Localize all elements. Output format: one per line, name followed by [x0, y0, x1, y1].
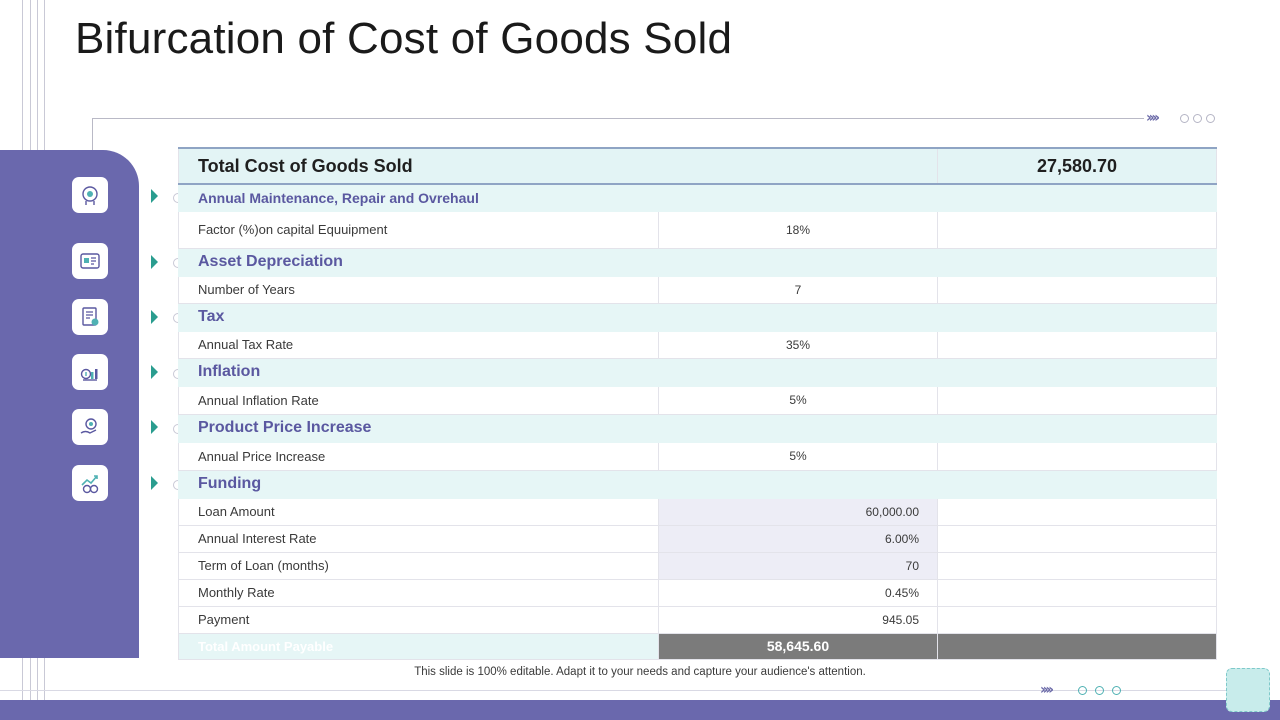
section-heading: Product Price Increase — [178, 413, 1217, 443]
row-empty — [937, 497, 1217, 526]
table-row: Factor (%)on capital Equuipment 18% — [178, 210, 1217, 249]
table-row: Number of Years 7 — [178, 275, 1217, 304]
invoice-icon — [72, 243, 108, 279]
hand-gear-icon — [72, 409, 108, 445]
dot-icon — [1193, 114, 1202, 123]
section-arrow-icon — [151, 255, 158, 269]
row-empty — [937, 578, 1217, 607]
table-row: Loan Amount 60,000.00 — [178, 497, 1217, 526]
total-label: Total Cost of Goods Sold — [178, 147, 938, 185]
row-value: 7 — [658, 275, 938, 304]
dot-icon — [1112, 686, 1121, 695]
row-empty — [937, 551, 1217, 580]
row-value: 5% — [658, 441, 938, 471]
table-row: Monthly Rate 0.45% — [178, 578, 1217, 607]
section-row: Inflation — [178, 357, 1217, 387]
gear-head-icon — [72, 177, 108, 213]
row-value: 6.00% — [658, 524, 938, 553]
row-label: Number of Years — [178, 275, 659, 304]
dot-icon — [1180, 114, 1189, 123]
row-label: Annual Inflation Rate — [178, 385, 659, 415]
section-row: Annual Maintenance, Repair and Ovrehaul — [178, 183, 1217, 212]
section-arrow-icon — [151, 189, 158, 203]
row-value: 60,000.00 — [658, 497, 938, 526]
row-empty — [937, 330, 1217, 359]
row-label: Loan Amount — [178, 497, 659, 526]
total-payable-label: Total Amount Payable — [178, 632, 659, 660]
dot-icon — [1206, 114, 1215, 123]
section-arrow-icon — [151, 310, 158, 324]
row-value: 945.05 — [658, 605, 938, 634]
section-row: Tax — [178, 302, 1217, 332]
decor-rule — [92, 118, 93, 158]
row-label: Monthly Rate — [178, 578, 659, 607]
row-empty — [937, 524, 1217, 553]
table-row: Annual Inflation Rate 5% — [178, 385, 1217, 415]
row-label: Annual Price Increase — [178, 441, 659, 471]
document-settings-icon — [72, 299, 108, 335]
section-row: Funding — [178, 469, 1217, 499]
section-heading: Annual Maintenance, Repair and Ovrehaul — [178, 183, 1217, 212]
page-title: Bifurcation of Cost of Goods Sold — [75, 14, 733, 63]
section-heading: Tax — [178, 302, 1217, 332]
chevrons-icon: ›››› — [1146, 110, 1160, 126]
footer-note: This slide is 100% editable. Adapt it to… — [414, 666, 866, 678]
table-row: Annual Price Increase 5% — [178, 441, 1217, 471]
row-empty — [937, 210, 1217, 249]
row-label: Term of Loan (months) — [178, 551, 659, 580]
total-payable-row: Total Amount Payable 58,645.60 — [178, 632, 1217, 660]
dot-icon — [1078, 686, 1087, 695]
row-label: Annual Interest Rate — [178, 524, 659, 553]
row-label: Annual Tax Rate — [178, 330, 659, 359]
bottom-bar — [0, 700, 1280, 720]
section-heading: Inflation — [178, 357, 1217, 387]
row-empty — [937, 275, 1217, 304]
table-row: Annual Tax Rate 35% — [178, 330, 1217, 359]
growth-coins-icon — [72, 465, 108, 501]
section-row: Asset Depreciation — [178, 247, 1217, 277]
footer-rule — [0, 690, 1230, 691]
section-heading: Funding — [178, 469, 1217, 499]
row-value: 35% — [658, 330, 938, 359]
sidebar — [0, 150, 139, 658]
corner-decoration — [1226, 668, 1270, 712]
decor-rule — [92, 118, 1144, 119]
total-value: 27,580.70 — [937, 147, 1217, 185]
dot-icon — [1095, 686, 1104, 695]
row-value: 18% — [658, 210, 938, 249]
row-empty — [937, 441, 1217, 471]
section-arrow-icon — [151, 476, 158, 490]
total-row: Total Cost of Goods Sold 27,580.70 — [178, 147, 1217, 185]
row-empty — [937, 385, 1217, 415]
section-arrow-icon — [151, 365, 158, 379]
row-empty — [937, 632, 1217, 660]
row-label: Payment — [178, 605, 659, 634]
table-row: Term of Loan (months) 70 — [178, 551, 1217, 580]
table-row: Annual Interest Rate 6.00% — [178, 524, 1217, 553]
cogs-table: Total Cost of Goods Sold 27,580.70 Annua… — [178, 147, 1217, 660]
total-payable-value: 58,645.60 — [658, 632, 938, 660]
table-row: Payment 945.05 — [178, 605, 1217, 634]
row-empty — [937, 605, 1217, 634]
row-label: Factor (%)on capital Equuipment — [178, 210, 659, 249]
row-value: 5% — [658, 385, 938, 415]
section-heading: Asset Depreciation — [178, 247, 1217, 277]
section-arrow-icon — [151, 420, 158, 434]
chevrons-icon: ›››› — [1040, 682, 1054, 698]
money-bag-chart-icon — [72, 354, 108, 390]
row-value: 70 — [658, 551, 938, 580]
row-value: 0.45% — [658, 578, 938, 607]
section-row: Product Price Increase — [178, 413, 1217, 443]
